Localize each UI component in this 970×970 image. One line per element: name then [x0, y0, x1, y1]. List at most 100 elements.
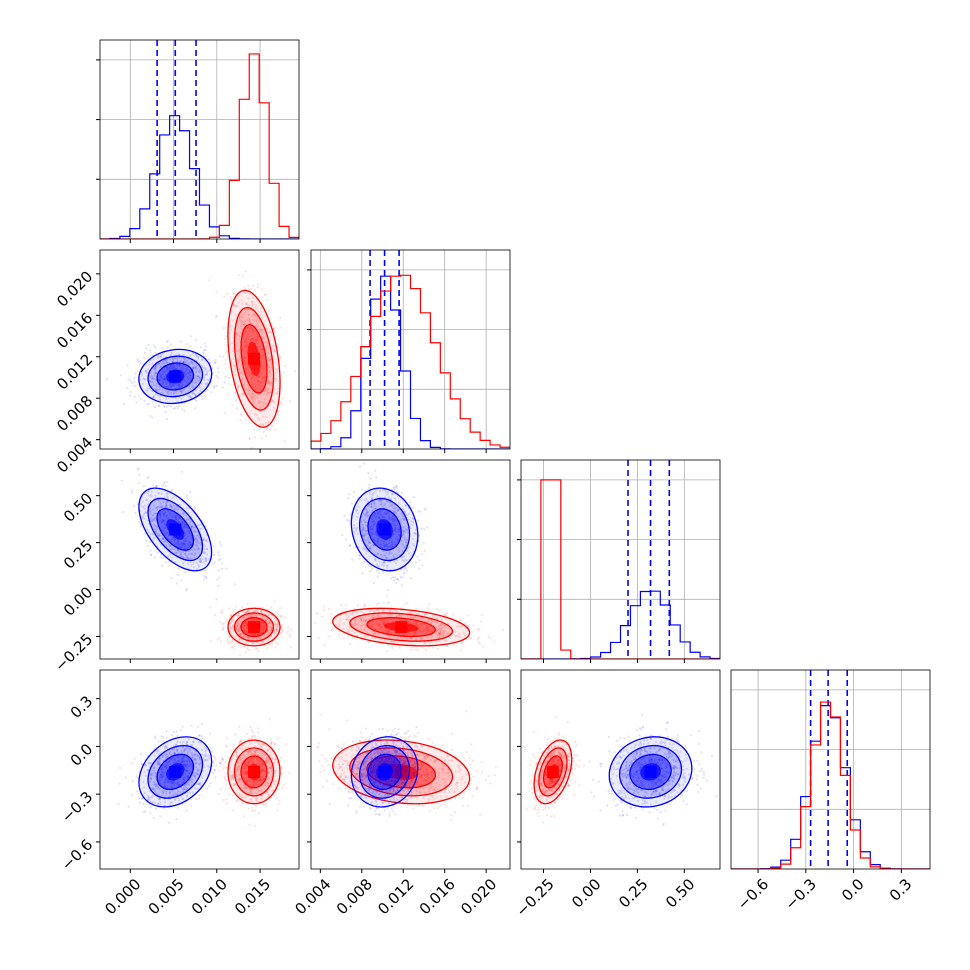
red-sample-point — [216, 638, 219, 641]
blue-sample-point — [169, 504, 173, 507]
blue-sample-point — [174, 356, 177, 359]
red-sample-point — [234, 314, 237, 317]
red-sample-point — [254, 791, 257, 795]
red-sample-point — [257, 760, 260, 763]
red-sample-point — [260, 789, 263, 792]
red-sample-point — [254, 753, 257, 756]
red-sample-point — [275, 378, 278, 381]
blue-sample-point — [391, 517, 395, 520]
red-sample-point — [477, 627, 480, 631]
blue-sample-point — [182, 360, 185, 364]
red-sample-point — [235, 623, 238, 626]
red-sample-point — [240, 783, 243, 787]
blue-sample-point — [184, 537, 187, 540]
blue-sample-point — [186, 542, 189, 545]
red-sample-point — [251, 314, 254, 317]
blue-sample-point — [162, 484, 165, 487]
blue-sample-point — [183, 525, 187, 528]
red-sample-point — [225, 736, 228, 739]
red-sample-point — [237, 628, 240, 631]
red-sample-point — [248, 318, 251, 321]
red-sample-point — [273, 783, 276, 786]
red-sample-point — [256, 649, 259, 653]
blue-histogram-3 — [731, 705, 930, 869]
red-sample-point — [245, 781, 248, 784]
red-sample-point — [235, 399, 238, 402]
blue-sample-point — [198, 376, 201, 379]
red-sample-point — [235, 333, 238, 336]
blue-sample-point — [388, 505, 391, 508]
blue-sample-point — [413, 531, 416, 535]
red-sample-point — [245, 770, 248, 773]
red-sample-point — [240, 363, 243, 366]
red-sample-point — [248, 760, 251, 763]
blue-sample-point — [182, 361, 185, 364]
blue-sample-point — [139, 510, 142, 513]
blue-sample-point — [373, 501, 376, 504]
red-sample-point — [241, 793, 244, 797]
blue-sample-point — [185, 518, 188, 521]
red-sample-point — [251, 304, 254, 307]
red-sample-point — [463, 634, 467, 637]
red-sample-point — [239, 777, 242, 781]
red-sample-point — [348, 630, 351, 633]
red-sample-point — [238, 628, 241, 631]
red-sample-point — [411, 646, 414, 650]
blue-sample-point — [174, 538, 177, 541]
red-sample-point — [252, 781, 255, 784]
blue-sample-point — [362, 526, 365, 529]
blue-sample-point — [193, 543, 196, 547]
red-sample-point — [267, 382, 270, 385]
blue-sample-point — [148, 508, 152, 511]
red-sample-point — [253, 383, 256, 386]
blue-sample-point — [162, 361, 165, 365]
red-sample-point — [254, 804, 258, 807]
red-sample-point — [248, 319, 251, 322]
red-sample-point — [358, 619, 361, 623]
red-sample-point — [441, 631, 444, 635]
red-sample-point — [408, 632, 411, 635]
blue-sample-point — [135, 401, 138, 404]
red-sample-point — [248, 288, 251, 291]
blue-sample-point — [176, 367, 179, 370]
red-sample-point — [476, 638, 480, 641]
red-sample-point — [244, 746, 247, 749]
blue-sample-point — [165, 385, 168, 388]
blue-sample-point — [182, 367, 185, 371]
blue-sample-point — [189, 395, 192, 398]
blue-sample-point — [183, 353, 186, 356]
red-sample-point — [239, 759, 242, 762]
red-sample-point — [257, 727, 260, 730]
blue-sample-point — [157, 405, 160, 408]
red-sample-point — [238, 638, 241, 641]
blue-sample-point — [184, 570, 187, 574]
red-sample-point — [375, 609, 378, 612]
blue-sample-point — [348, 544, 351, 547]
red-sample-point — [230, 342, 233, 345]
blue-sample-point — [182, 541, 185, 545]
blue-sample-point — [390, 518, 394, 521]
red-sample-point — [249, 613, 252, 616]
red-sample-point — [232, 776, 235, 779]
blue-sample-point — [426, 526, 429, 529]
red-sample-point — [260, 328, 263, 331]
red-sample-point — [246, 753, 249, 756]
red-sample-point — [260, 627, 263, 631]
red-sample-point — [268, 369, 271, 372]
blue-sample-point — [154, 351, 157, 354]
blue-sample-point — [176, 364, 179, 367]
red-sample-point — [248, 331, 251, 334]
blue-sample-point — [166, 390, 169, 393]
red-sample-point — [261, 763, 264, 766]
blue-sample-point — [370, 495, 373, 499]
red-sample-point — [262, 606, 265, 609]
red-sample-point — [426, 625, 429, 629]
red-sample-point — [239, 756, 242, 759]
red-sample-point — [238, 632, 241, 636]
red-sample-point — [267, 381, 270, 384]
red-sample-point — [230, 613, 233, 617]
red-sample-point — [437, 625, 440, 628]
blue-sample-point — [218, 576, 221, 579]
red-sample-point — [289, 646, 292, 649]
red-sample-point — [378, 623, 381, 626]
